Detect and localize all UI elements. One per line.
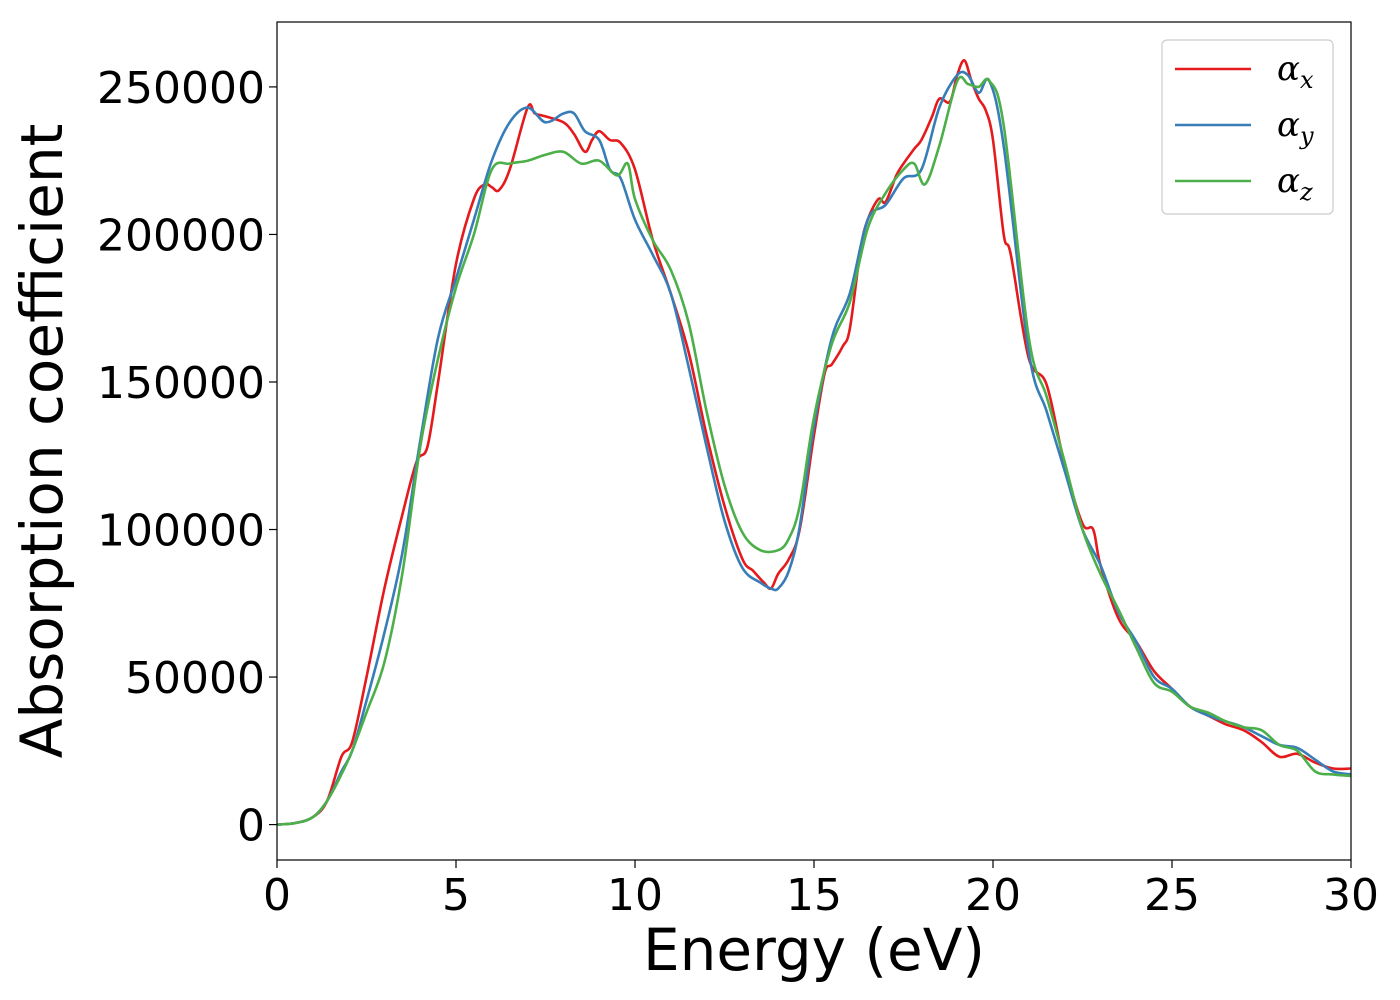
- x-tick-label: 20: [965, 870, 1021, 921]
- series-line-y: [277, 70, 1351, 826]
- y-tick-label: 200000: [97, 210, 265, 261]
- x-tick-label: 5: [442, 870, 470, 921]
- y-axis-label: Absorption coefficient: [8, 124, 76, 759]
- x-tick-label: 0: [263, 870, 291, 921]
- series-group: [277, 59, 1351, 826]
- x-tick-label: 10: [607, 870, 663, 921]
- y-tick-label: 50000: [125, 653, 265, 704]
- x-tick-label: 25: [1144, 870, 1200, 921]
- series-line-z: [277, 75, 1351, 826]
- legend-item-y: αy: [1175, 105, 1314, 150]
- y-tick-label: 150000: [97, 358, 265, 409]
- x-axis: 0 5 10 15 20 25 30: [263, 860, 1379, 921]
- legend-box: [1161, 39, 1334, 215]
- y-axis: 0 50000 100000 150000 200000 250000: [97, 63, 277, 852]
- x-tick-label: 30: [1323, 870, 1379, 921]
- y-tick-label: 250000: [97, 63, 265, 114]
- x-axis-label: Energy (eV): [643, 916, 985, 984]
- y-tick-label: 0: [237, 801, 265, 852]
- x-tick-label: 15: [786, 870, 842, 921]
- y-tick-label: 100000: [97, 506, 265, 557]
